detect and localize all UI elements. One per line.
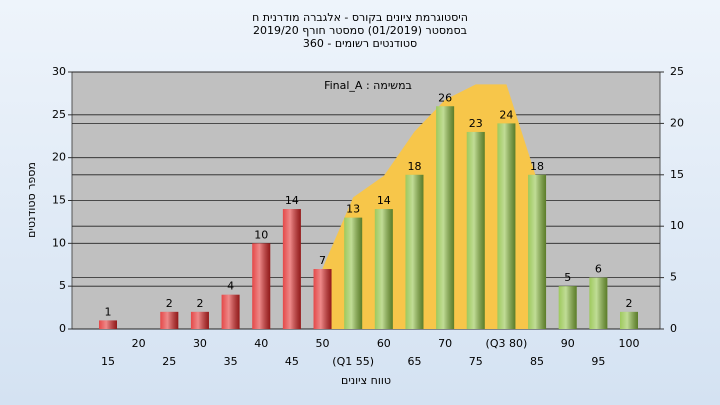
data-label: 5 bbox=[564, 271, 571, 284]
data-label: 14 bbox=[285, 194, 299, 207]
data-label: 18 bbox=[530, 160, 544, 173]
bar-shade bbox=[436, 106, 455, 330]
x-tick-label: 100 bbox=[619, 337, 640, 350]
bar-shade bbox=[374, 209, 393, 329]
x-tick-label: 25 bbox=[162, 355, 176, 368]
y-tick-label: 10 bbox=[52, 236, 66, 249]
x-axis-label: טווח ציונים bbox=[341, 374, 391, 387]
y-tick-label: 5 bbox=[59, 279, 66, 292]
x-tick-label: 45 bbox=[285, 355, 299, 368]
data-label: 2 bbox=[166, 297, 173, 310]
y2-tick-label: 25 bbox=[670, 65, 684, 78]
y2-tick-label: 5 bbox=[670, 271, 677, 284]
bar-shade bbox=[405, 174, 424, 329]
chart-title: היסטוגרמת ציונים בקורס - אלגברה מודרנית … bbox=[252, 11, 468, 24]
x-tick-label: 40 bbox=[254, 337, 268, 350]
x-tick-label: 70 bbox=[438, 337, 452, 350]
y-tick-label: 15 bbox=[52, 194, 66, 207]
bar-shade bbox=[558, 286, 577, 329]
data-label: 6 bbox=[595, 263, 602, 276]
bar-shade bbox=[589, 277, 608, 329]
data-label: 1 bbox=[105, 305, 112, 318]
y2-tick-label: 10 bbox=[670, 219, 684, 232]
data-label: 26 bbox=[438, 91, 452, 104]
data-label: 2 bbox=[196, 297, 203, 310]
y2-tick-label: 0 bbox=[670, 322, 677, 335]
data-label: 2 bbox=[626, 297, 633, 310]
bar-shade bbox=[190, 311, 209, 329]
data-label: 13 bbox=[346, 203, 360, 216]
x-tick-label: 30 bbox=[193, 337, 207, 350]
x-tick-label: 35 bbox=[224, 355, 238, 368]
x-tick-label: 95 bbox=[591, 355, 605, 368]
x-tick-label: (Q1 55) bbox=[332, 355, 374, 368]
data-label: 14 bbox=[377, 194, 391, 207]
y-tick-label: 20 bbox=[52, 151, 66, 164]
x-tick-label: 20 bbox=[132, 337, 146, 350]
y2-tick-label: 20 bbox=[670, 116, 684, 129]
chart-subtitle: בסמסטר (01/2019) סמסטר חורף 2019/20 bbox=[253, 24, 467, 37]
bar-shade bbox=[282, 209, 301, 329]
data-label: 7 bbox=[319, 254, 326, 267]
data-label: 4 bbox=[227, 280, 234, 293]
x-tick-label: 65 bbox=[407, 355, 421, 368]
x-tick-label: 85 bbox=[530, 355, 544, 368]
bar-shade bbox=[313, 269, 332, 329]
y-tick-label: 0 bbox=[59, 322, 66, 335]
x-tick-label: (Q3 80) bbox=[486, 337, 528, 350]
bar-shade bbox=[466, 131, 485, 329]
y-tick-label: 25 bbox=[52, 108, 66, 121]
data-label: 10 bbox=[254, 228, 268, 241]
data-label: 18 bbox=[407, 160, 421, 173]
x-tick-label: 50 bbox=[316, 337, 330, 350]
bar-shade bbox=[344, 217, 363, 329]
x-tick-label: 60 bbox=[377, 337, 391, 350]
x-tick-label: 90 bbox=[561, 337, 575, 350]
data-label: 23 bbox=[469, 117, 483, 130]
annotation: במשימה : Final_A bbox=[324, 79, 412, 92]
bar-shade bbox=[99, 320, 117, 329]
x-tick-label: 75 bbox=[469, 355, 483, 368]
y-tick-label: 30 bbox=[52, 65, 66, 78]
y-axis-label: מספר סטודנטים bbox=[25, 162, 38, 238]
bar-shade bbox=[252, 243, 271, 329]
bar-shade bbox=[221, 294, 240, 329]
y2-tick-label: 15 bbox=[670, 168, 684, 181]
bar-shade bbox=[497, 123, 516, 330]
data-label: 24 bbox=[499, 108, 513, 121]
bar-shade bbox=[620, 311, 638, 329]
bar-shade bbox=[160, 311, 179, 329]
chart-subtitle: סטודנטים רשומים - 360 bbox=[303, 37, 417, 50]
x-tick-label: 15 bbox=[101, 355, 115, 368]
bar-shade bbox=[528, 174, 547, 329]
